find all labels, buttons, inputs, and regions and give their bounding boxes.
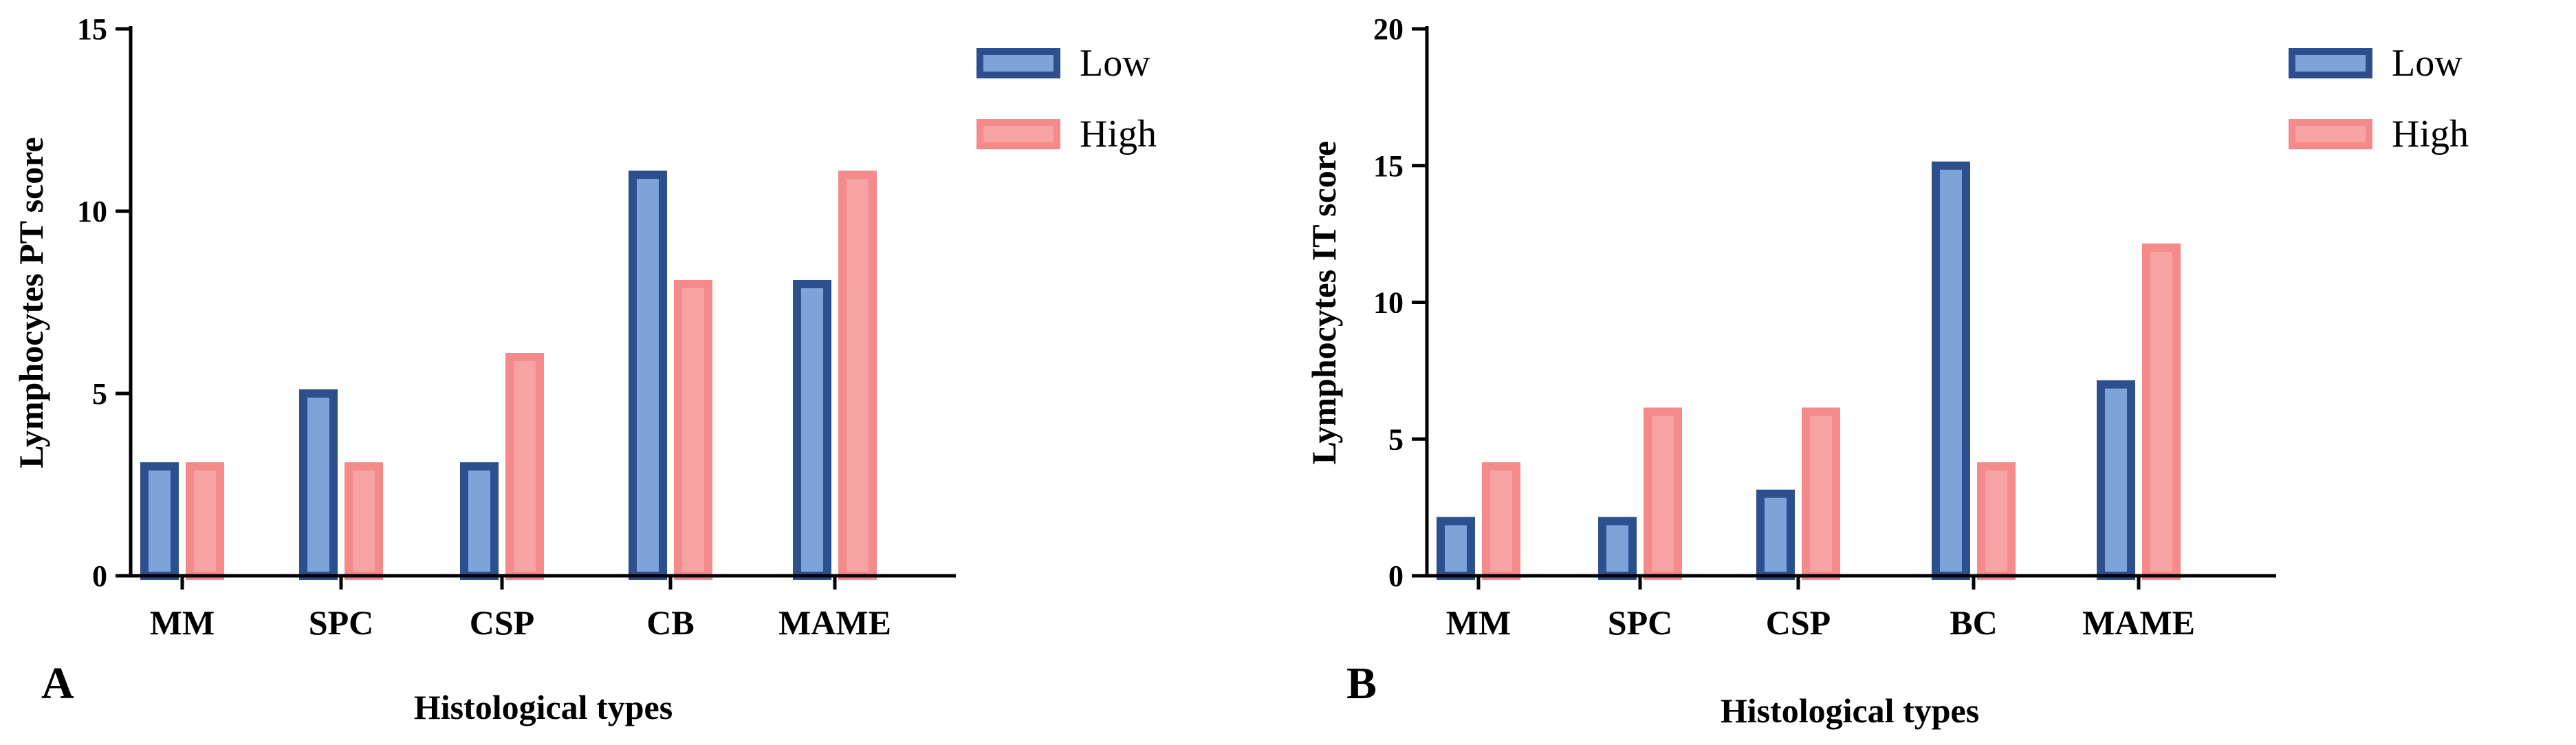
legend-label-high: High [2392, 113, 2469, 155]
bar-high-mame [2142, 244, 2181, 580]
bar-low-spc [299, 389, 338, 580]
bar-low-cb [629, 171, 667, 580]
bar-high-mame [838, 171, 877, 580]
x-category-label: SPC [1608, 603, 1672, 642]
y-tick-label: 20 [1373, 12, 1404, 46]
x-category-label: MAME [778, 603, 891, 642]
y-axis-title: Lymphocytes IT score [1305, 141, 1343, 464]
x-category-label: SPC [309, 603, 373, 642]
bar-high-spc [1644, 407, 1682, 580]
y-tick-label: 5 [1388, 422, 1404, 456]
bar-low-mm [1437, 517, 1475, 580]
bar-high-csp [1802, 407, 1840, 580]
x-axis-title: Histological types [414, 688, 673, 726]
panel-b-chart: 0 5 10 15 20 MM SPC CSP BC MAME Lymphocytes IT sco… [1305, 12, 2469, 730]
y-tick-label: 10 [1373, 286, 1404, 320]
legend-swatch-low [2289, 48, 2372, 78]
bar-high-spc [345, 462, 383, 580]
legend-swatch-high [2289, 119, 2372, 149]
y-tick-label: 15 [1373, 149, 1404, 183]
legend-label-low: Low [1080, 42, 1150, 85]
y-tick-label: 5 [92, 377, 107, 411]
x-category-label: BC [1950, 603, 1997, 642]
legend-label-low: Low [2392, 42, 2463, 85]
bar-low-bc [1932, 161, 1970, 580]
bar-low-spc [1598, 517, 1637, 580]
y-tick-label: 10 [77, 195, 107, 228]
legend-swatch-high [976, 119, 1060, 149]
bar-high-mm [186, 462, 224, 580]
panel-label: B [1346, 658, 1377, 709]
bar-low-csp [1756, 489, 1795, 580]
x-category-label: MAME [2082, 603, 2195, 642]
legend-label-high: High [1080, 113, 1157, 155]
y-axis-title: Lymphocytes PT score [12, 137, 50, 468]
legend: Low High [2289, 42, 2469, 155]
x-category-label: CB [646, 603, 694, 642]
bar-high-bc [1977, 462, 2016, 580]
bar-high-cb [674, 280, 712, 580]
bar-low-mm [140, 462, 179, 580]
legend-swatch-low [976, 48, 1060, 78]
bar-low-csp [460, 462, 499, 580]
bar-high-mm [1482, 462, 1520, 580]
x-category-label: MM [150, 603, 215, 642]
x-category-label: CSP [1766, 603, 1831, 642]
y-tick-label: 15 [77, 12, 107, 46]
bar-high-csp [505, 353, 544, 580]
legend: Low High [976, 42, 1157, 155]
x-axis-title: Histological types [1721, 691, 1979, 730]
panel-a-chart: 0 5 10 15 MM SPC CSP CB MAME Lymphocytes PT score… [12, 12, 1157, 726]
y-tick-label: 0 [92, 559, 107, 593]
x-category-label: MM [1446, 603, 1511, 642]
panel-label: A [41, 658, 74, 709]
bar-low-mame [2097, 380, 2135, 580]
y-tick-label: 0 [1388, 559, 1404, 593]
x-category-label: CSP [470, 603, 534, 642]
bar-low-mame [793, 280, 831, 580]
